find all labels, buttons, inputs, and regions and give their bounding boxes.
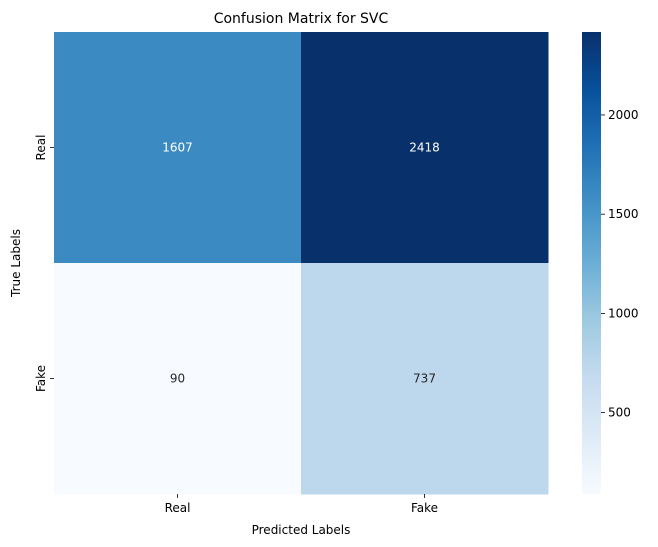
chart-title: Confusion Matrix for SVC <box>214 11 389 27</box>
heatmap-cell <box>301 263 549 495</box>
x-tick-label: Real <box>165 501 191 515</box>
colorbar-tick-label: 2000 <box>608 108 639 122</box>
y-tick-label: Fake <box>34 365 48 392</box>
heatmap-cell <box>54 263 302 495</box>
heatmap-cell <box>301 32 549 264</box>
cell-value-label: 90 <box>170 372 185 386</box>
heatmap-cells <box>54 32 549 495</box>
y-axis-label: True Labels <box>9 229 23 298</box>
heatmap-cell <box>54 32 302 264</box>
colorbar-tick-label: 1500 <box>608 207 639 221</box>
heatmap-cell-labels: 1607 2418 90 737 <box>162 141 440 386</box>
x-axis-label: Predicted Labels <box>252 523 351 537</box>
y-tick-label: Real <box>34 135 48 161</box>
colorbar <box>582 32 601 494</box>
y-axis-ticks: Real Fake <box>34 135 54 392</box>
x-tick-label: Fake <box>411 501 438 515</box>
colorbar-ticks: 500 1000 1500 2000 <box>601 108 639 420</box>
cell-value-label: 737 <box>413 372 436 386</box>
cell-value-label: 1607 <box>162 141 193 155</box>
cell-value-label: 2418 <box>409 141 440 155</box>
colorbar-tick-label: 500 <box>608 406 631 420</box>
colorbar-tick-label: 1000 <box>608 306 639 320</box>
x-axis-ticks: Real Fake <box>165 494 438 515</box>
